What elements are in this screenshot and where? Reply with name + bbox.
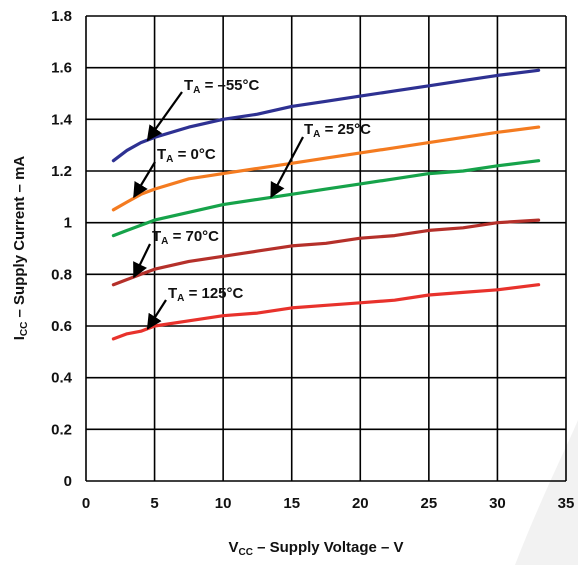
y-tick-label: 1.4 <box>51 111 73 128</box>
y-tick-label: 1.8 <box>51 8 72 25</box>
x-tick-label: 25 <box>421 495 438 512</box>
x-tick-label: 5 <box>150 495 158 512</box>
series-line <box>111 159 541 238</box>
annotation-label: TA = 70°C <box>152 228 219 247</box>
x-tick-label: 0 <box>82 495 90 512</box>
watermark-shape <box>515 420 578 565</box>
y-tick-label: 1.6 <box>51 60 72 77</box>
series-line <box>111 283 541 341</box>
annotation-label: TA = 25°C <box>304 121 371 140</box>
annotation-arrow <box>270 136 304 199</box>
y-tick-label: 0.8 <box>51 266 72 283</box>
x-tick-label: 15 <box>283 495 300 512</box>
grid <box>85 15 567 482</box>
y-tick-label: 1 <box>64 215 72 232</box>
annotation-label: TA = –55°C <box>184 77 260 96</box>
y-tick-label: 0 <box>64 473 72 490</box>
x-tick-label: 10 <box>215 495 232 512</box>
annotation-label: TA = 0°C <box>157 146 216 165</box>
annotation-label: TA = 125°C <box>168 285 244 304</box>
x-tick-label: 35 <box>558 495 575 512</box>
annotation-arrow <box>133 243 151 279</box>
x-tick-label: 20 <box>352 495 369 512</box>
y-tick-label: 1.2 <box>51 163 72 180</box>
annotations: TA = –55°C TA = 25°C TA = 0°C TA = 70°C TA =… <box>133 77 371 330</box>
y-tick-label: 0.4 <box>51 370 73 387</box>
x-tick-label: 30 <box>489 495 506 512</box>
x-axis-title: VCC – Supply Voltage – V <box>228 539 403 558</box>
y-axis-title: ICC – Supply Current – mA <box>11 156 30 341</box>
annotation-arrow <box>146 91 183 142</box>
annotation-arrow <box>146 299 167 330</box>
y-tick-label: 0.6 <box>51 318 72 335</box>
y-tick-label: 0.2 <box>51 421 72 438</box>
tick-labels: 0 5 10 15 20 25 30 35 0 0.2 0.4 0.6 0.8 1 1.2 1.4 1.6 1.8 <box>51 8 574 512</box>
series-line <box>111 68 541 163</box>
annotation-arrow <box>133 161 156 199</box>
